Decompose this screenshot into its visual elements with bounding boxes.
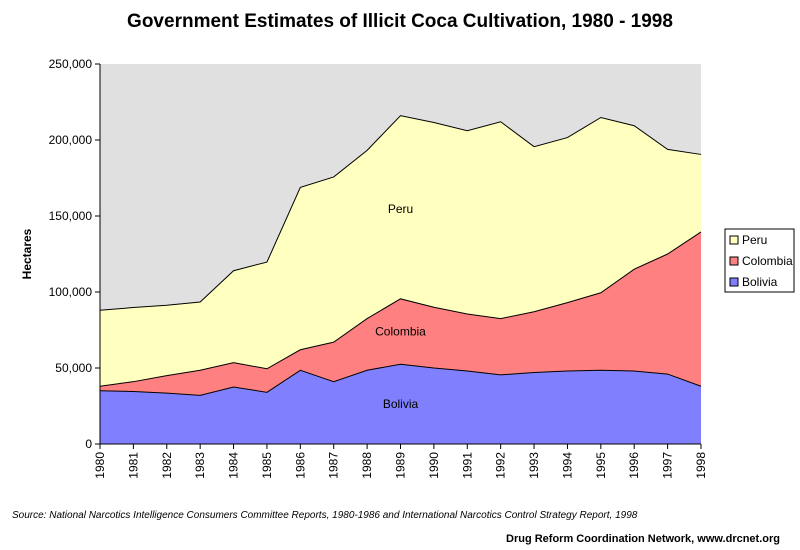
y-tick-label: 250,000 — [49, 57, 93, 71]
x-tick-label: 1997 — [661, 452, 675, 479]
x-tick-label: 1982 — [160, 452, 174, 479]
area-colombia — [100, 231, 701, 396]
area-bolivia — [100, 364, 701, 444]
x-tick-label: 1994 — [560, 452, 574, 479]
x-tick-label: 1991 — [460, 452, 474, 479]
area-label-bolivia: Bolivia — [383, 397, 419, 411]
x-tick-label: 1987 — [327, 452, 341, 479]
x-tick-label: 1996 — [627, 452, 641, 479]
y-tick-label: 200,000 — [49, 133, 93, 147]
boundary-peru — [99, 115, 702, 311]
x-tick-label: 1983 — [193, 452, 207, 479]
y-tick-label: 50,000 — [55, 361, 92, 375]
source-note: Source: National Narcotics Intelligence … — [12, 510, 638, 521]
x-tick-label: 1981 — [126, 452, 140, 479]
legend-swatch-colombia — [729, 256, 739, 266]
x-tick-label: 1992 — [494, 452, 508, 479]
area-label-colombia: Colombia — [375, 325, 426, 339]
legend-swatch-peru — [729, 235, 739, 245]
legend-swatch-bolivia — [729, 277, 739, 287]
credit-line: Drug Reform Coordination Network, www.dr… — [506, 533, 780, 545]
legend-label-peru: Peru — [742, 233, 767, 247]
x-tick-label: 1984 — [227, 452, 241, 479]
chart: Government Estimates of Illicit Coca Cul… — [20, 11, 795, 479]
x-tick-label: 1986 — [293, 452, 307, 479]
legend-label-colombia: Colombia — [742, 254, 793, 268]
x-tick-label: 1998 — [694, 452, 708, 479]
legend-label-bolivia: Bolivia — [742, 275, 778, 289]
x-tick-label: 1993 — [527, 452, 541, 479]
boundary-bolivia — [99, 363, 702, 396]
area-label-peru: Peru — [388, 202, 413, 216]
x-tick-label: 1989 — [394, 452, 408, 479]
y-tick-label: 100,000 — [49, 285, 93, 299]
chart-title: Government Estimates of Illicit Coca Cul… — [127, 11, 673, 32]
y-axis-label: Hectares — [20, 228, 34, 279]
x-tick-label: 1988 — [360, 452, 374, 479]
x-tick-label: 1985 — [260, 452, 274, 479]
legend: Peru Colombia Bolivia — [724, 228, 795, 293]
boundary-colombia — [99, 231, 702, 387]
x-tick-label: 1980 — [93, 452, 107, 479]
x-tick-label: 1990 — [427, 452, 441, 479]
y-tick-label: 0 — [85, 437, 92, 451]
x-tick-label: 1995 — [594, 452, 608, 479]
y-tick-label: 150,000 — [49, 209, 93, 223]
area-peru — [100, 115, 701, 387]
